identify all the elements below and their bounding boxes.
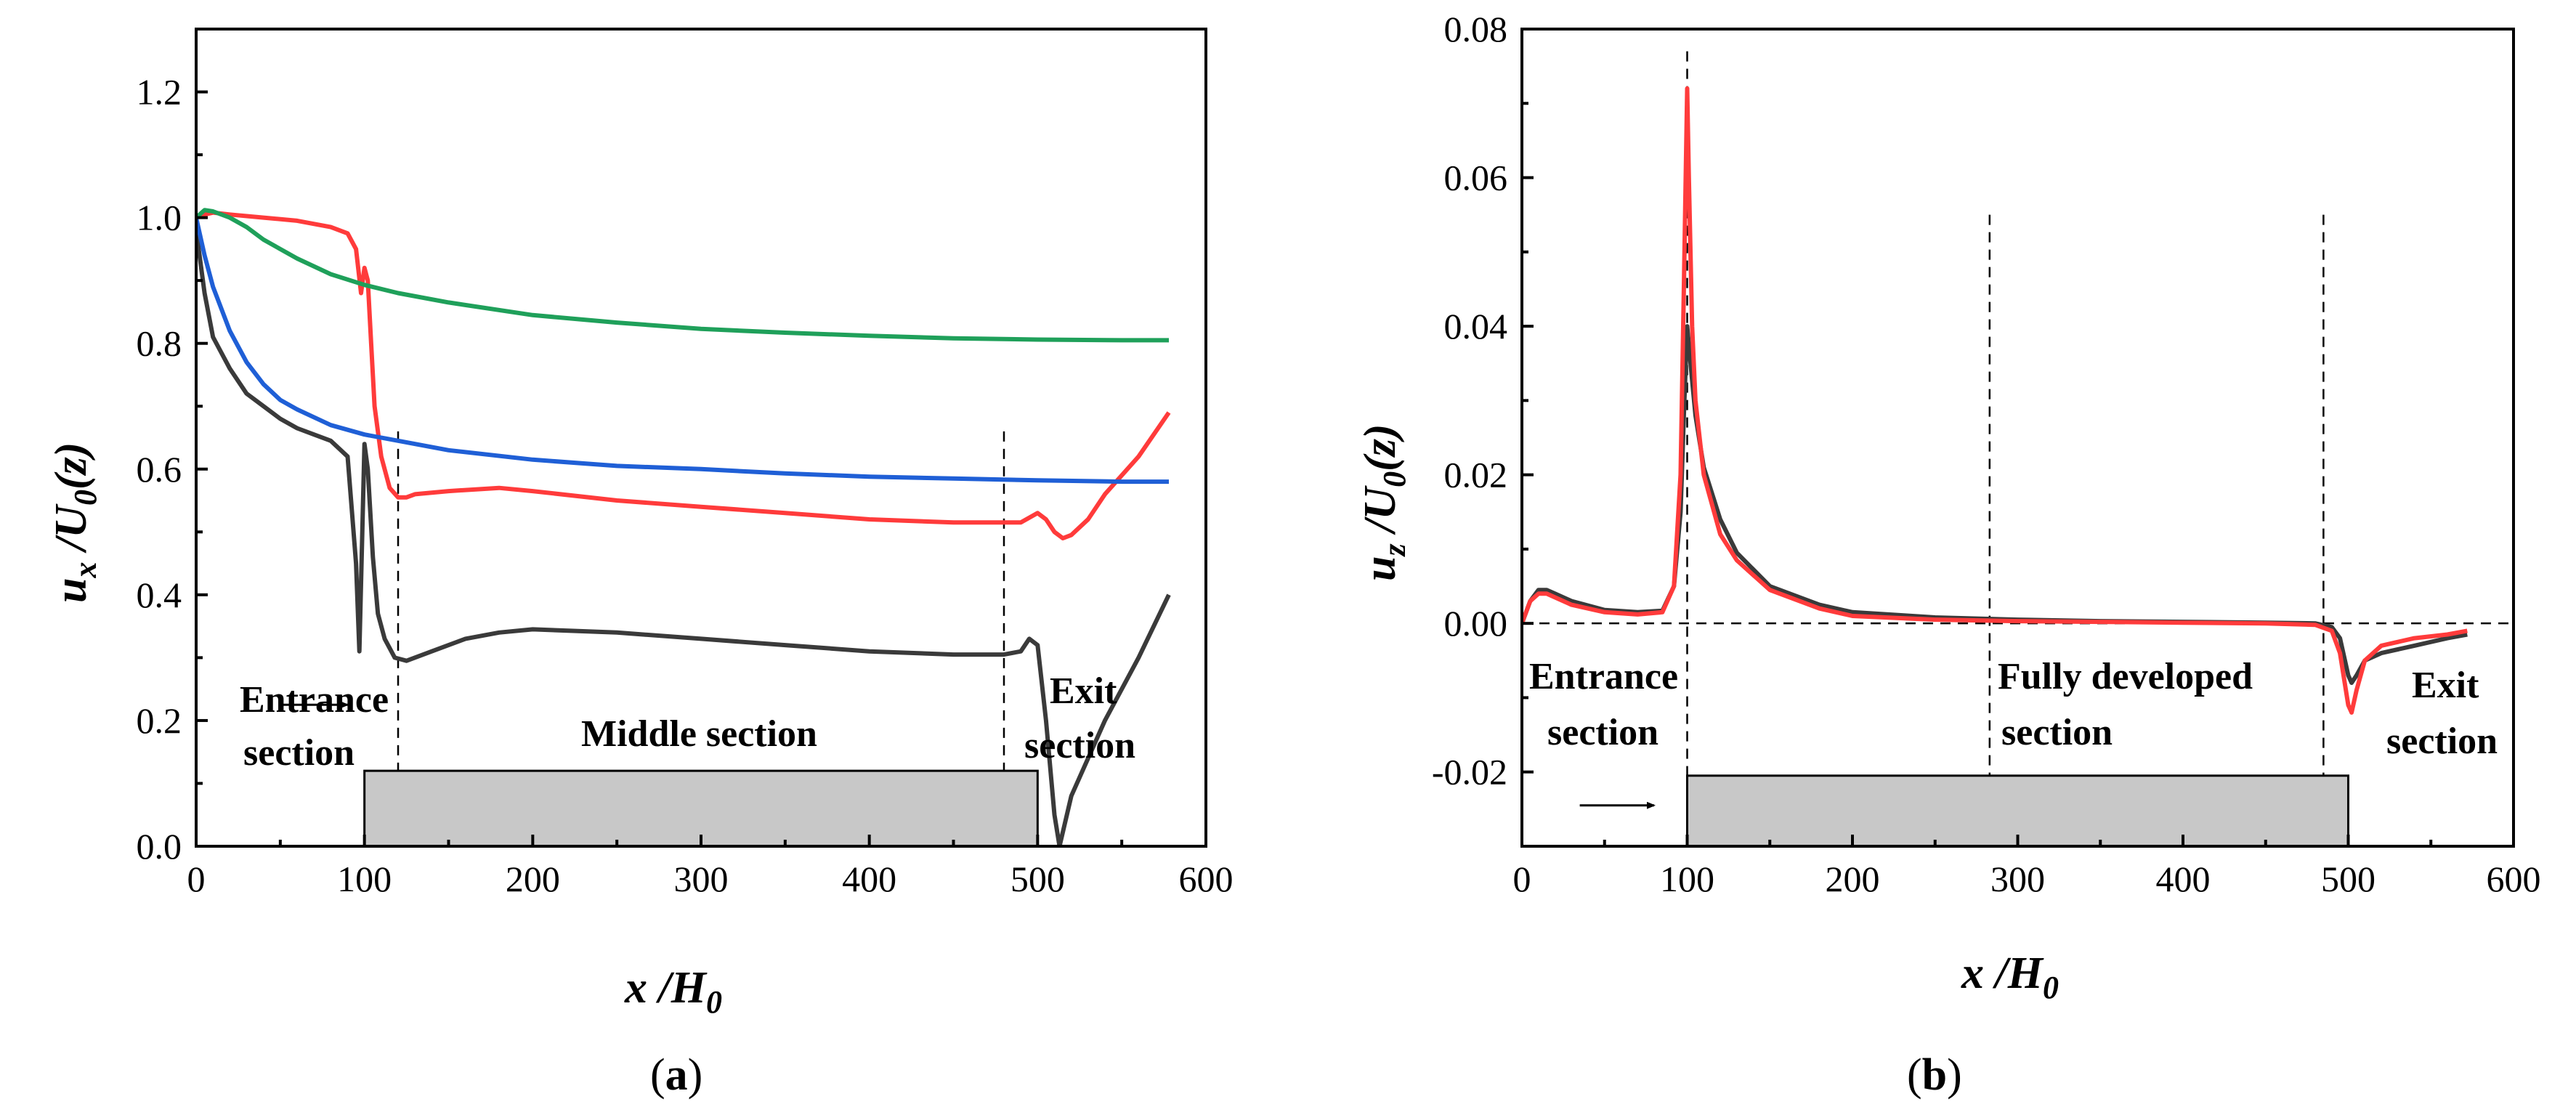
ticks-b: 0 100 200 300 400 500 600 -0.02 0.00 0.02 0.04 0.06… [1432, 9, 2541, 899]
y-tick-label-a-2: 0.4 [137, 575, 182, 615]
y-tick-label-b-4: 0.06 [1444, 158, 1508, 198]
x-tick-label-a-2: 200 [506, 859, 560, 899]
series-group-a [196, 208, 1171, 846]
x-tick-label-b-3: 300 [1990, 859, 2045, 899]
x-tick-label-b-4: 400 [2156, 859, 2211, 899]
y-tick-label-b-1: 0.00 [1444, 603, 1508, 644]
chart-panel-a: 0 100 200 300 400 500 600 0.0 0.2 0.4 0.6 0.8 1.0 1.2… [46, 28, 1234, 1100]
dashed-lines-b [1522, 51, 2514, 776]
x-tick-label-a-4: 400 [842, 859, 896, 899]
x-tick-label-a-1: 100 [337, 859, 392, 899]
y-axis-title-a: ux /U0(z) [46, 442, 103, 603]
y-tick-label-b-5: 0.08 [1444, 9, 1508, 49]
y-tick-label-a-5: 1.0 [137, 198, 182, 238]
exit-label-a: Exit [1050, 670, 1117, 712]
y-tick-label-b-2: 0.02 [1444, 455, 1508, 495]
series-line-a-3 [196, 208, 1169, 343]
plate-a [363, 769, 1039, 848]
panel-label-a: (a) [650, 1050, 702, 1100]
entrance-label-a-line2: section [243, 732, 355, 774]
x-axis-title-b: x /H0 [1961, 949, 2059, 1005]
entrance-label-a: Entrance [240, 679, 389, 721]
x-tick-label-a-0: 0 [187, 859, 206, 899]
fully-developed-label-b: Fully developed [1998, 656, 2253, 697]
entrance-label-b-line2: section [1547, 712, 1658, 753]
ticks-a: 0 100 200 300 400 500 600 0.0 0.2 0.4 0.6 0.8 1.0 1.2 [137, 72, 1234, 899]
y-axis-title-b: uz /U0(z) [1356, 423, 1412, 581]
middle-label-a: Middle section [581, 713, 817, 755]
x-tick-label-a-6: 600 [1179, 859, 1234, 899]
series-group-b [1522, 86, 2468, 715]
y-tick-label-a-6: 1.2 [137, 72, 182, 113]
fully-developed-label-b-line2: section [2001, 712, 2113, 753]
series-line-a-2 [196, 216, 1169, 484]
x-tick-label-a-5: 500 [1010, 859, 1065, 899]
y-tick-label-a-0: 0.0 [137, 826, 182, 867]
y-tick-label-a-3: 0.6 [137, 449, 182, 490]
x-tick-label-b-0: 0 [1513, 859, 1531, 899]
x-tick-label-b-6: 600 [2487, 859, 2541, 899]
series-line-a-0 [196, 230, 1171, 846]
y-tick-label-a-4: 0.8 [137, 323, 182, 364]
chart-panel-b: 0 100 200 300 400 500 600 -0.02 0.00 0.02 0.04 0.06… [1356, 9, 2541, 1100]
y-tick-label-b-0: -0.02 [1432, 752, 1507, 792]
y-tick-label-a-1: 0.2 [137, 700, 182, 741]
y-tick-label-b-3: 0.04 [1444, 306, 1508, 346]
entrance-label-b: Entrance [1529, 656, 1678, 697]
dashed-lines-a [397, 431, 1005, 771]
panel-label-b: (b) [1907, 1050, 1962, 1100]
x-tick-label-b-2: 200 [1826, 859, 1880, 899]
series-line-b-1 [1522, 86, 2468, 715]
x-tick-label-b-5: 500 [2321, 859, 2375, 899]
exit-label-b-line2: section [2386, 721, 2498, 762]
x-tick-label-b-1: 100 [1660, 859, 1714, 899]
exit-label-a-line2: section [1024, 725, 1135, 766]
series-line-a-1 [196, 210, 1171, 540]
x-axis-title-a: x /H0 [624, 963, 722, 1020]
x-tick-label-a-3: 300 [674, 859, 729, 899]
exit-label-b: Exit [2412, 665, 2479, 706]
